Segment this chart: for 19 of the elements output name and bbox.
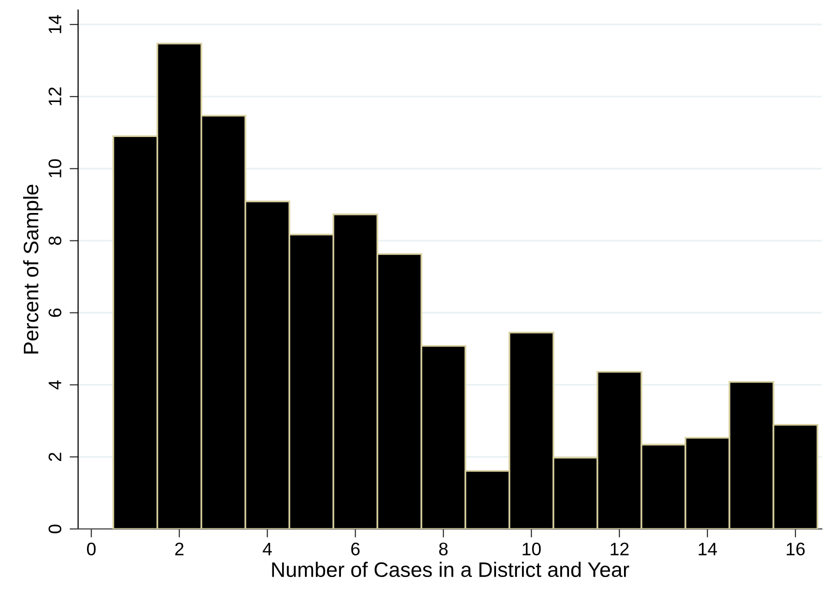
x-axis-title: Number of Cases in a District and Year [272,562,630,578]
y-tick-label: 6 [48,308,62,317]
x-tick-label: 10 [522,542,541,556]
y-tick-label: 0 [48,524,62,534]
x-tick-label: 4 [262,542,272,556]
x-tick-label: 16 [786,542,805,556]
x-tick-label: 0 [87,542,96,556]
y-tick-label: 2 [48,452,62,461]
y-tick-label: 12 [48,87,62,106]
y-tick-label: 4 [48,380,62,390]
x-tick-label: 6 [351,542,360,556]
y-tick-label: 14 [48,14,62,34]
x-tick-label: 14 [698,542,717,556]
x-tick-label: 2 [175,542,184,556]
x-tick-label: 12 [610,542,629,556]
x-tick-label: 8 [439,542,448,556]
y-axis-title: Percent of Sample [23,184,43,354]
y-tick-label: 10 [48,159,62,178]
y-tick-label: 8 [48,236,62,245]
